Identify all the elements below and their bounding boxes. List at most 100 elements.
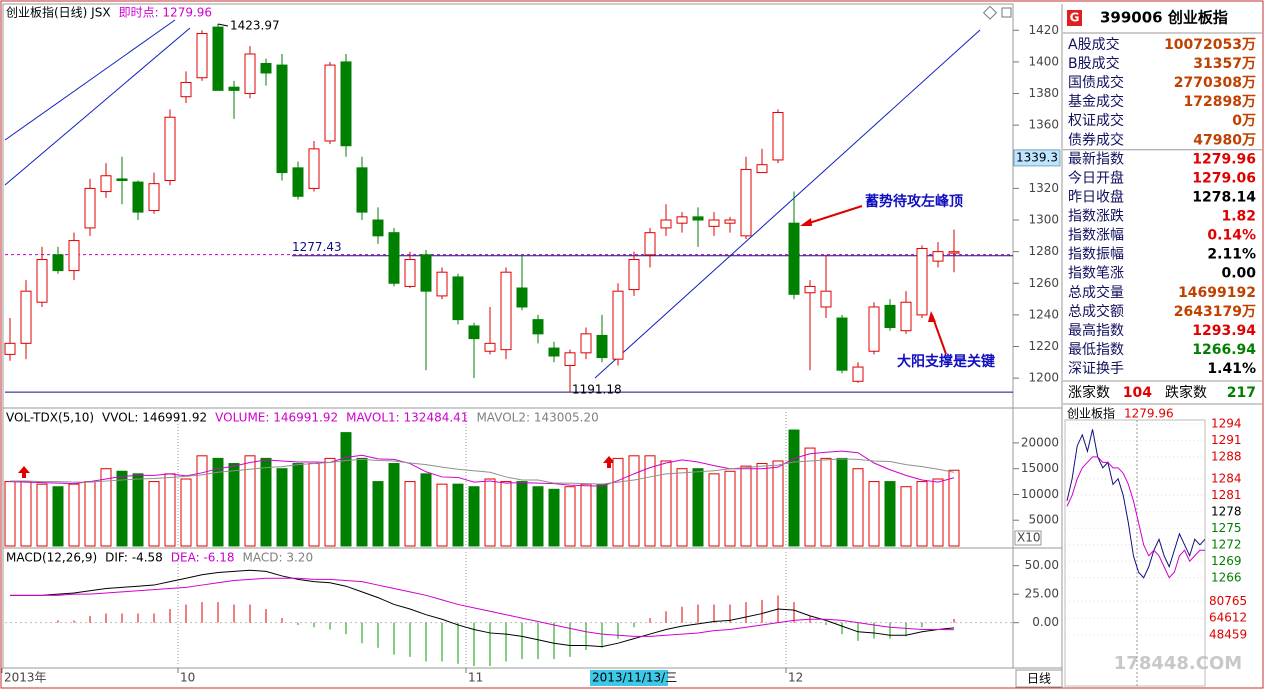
- quote-label: 总成交量: [1068, 284, 1124, 301]
- volume-bar: [52, 486, 64, 547]
- volume-bar: [660, 460, 672, 547]
- panel-header: DIF: -4.58: [105, 551, 163, 565]
- window-icon[interactable]: [1001, 7, 1012, 18]
- panel-title: VOL-TDX(5,10): [6, 411, 94, 425]
- volume-bar: [308, 463, 320, 547]
- quote-value: 31357万: [1193, 56, 1256, 72]
- candle-body: [452, 276, 464, 321]
- period-tab[interactable]: [1015, 669, 1063, 688]
- candle-body: [244, 53, 256, 95]
- candle-body: [900, 301, 912, 332]
- y-tick-label: 25.00: [1025, 587, 1059, 601]
- level-label: 1277.43: [292, 240, 342, 254]
- candle-body: [260, 62, 272, 74]
- badge-label: G: [1070, 11, 1080, 25]
- quote-value: 2770308万: [1174, 75, 1256, 91]
- panel-header: DEA: -6.18: [171, 551, 235, 565]
- volume-bar: [516, 481, 528, 547]
- volume-bar: [388, 463, 400, 547]
- volume-bar: [260, 457, 272, 547]
- volume-bar: [708, 473, 720, 547]
- candle-body: [788, 222, 800, 295]
- quote-value: 0.00: [1221, 266, 1256, 282]
- candle-body: [836, 317, 848, 371]
- volume-ma-line: [9, 450, 955, 487]
- trend-line: [594, 29, 981, 379]
- candle-body: [308, 148, 320, 189]
- mini-title: 创业板指: [1067, 406, 1115, 421]
- y-tick-label: 1300: [1028, 213, 1059, 227]
- x-tick-label: 10: [180, 671, 195, 685]
- quote-value: 47980万: [1193, 132, 1256, 148]
- mini-tick-label: 1278: [1211, 504, 1242, 518]
- volume-bar: [916, 481, 928, 547]
- volume-bar: [420, 473, 432, 547]
- quote-value: 1293.94: [1192, 323, 1256, 339]
- period-tab-label: 日线: [1027, 672, 1051, 686]
- candle-body: [100, 175, 112, 193]
- candle-body: [564, 352, 576, 366]
- volume-bar: [676, 468, 688, 547]
- window-icon[interactable]: [982, 5, 998, 20]
- quote-value: 0万: [1232, 113, 1256, 129]
- y-tick-label: 15000: [1021, 461, 1059, 475]
- quote-label: 总成交额: [1068, 303, 1124, 320]
- candle-body: [68, 240, 80, 272]
- candle-body: [500, 271, 512, 351]
- y-tick-label: 0.00: [1032, 615, 1059, 629]
- volume-bar: [372, 481, 384, 547]
- y-tick-label: 1220: [1028, 339, 1059, 353]
- volume-bar: [692, 468, 704, 547]
- volume-bar: [788, 429, 800, 547]
- candle-body: [228, 86, 240, 91]
- candle-body: [516, 287, 528, 308]
- y-tick-label: 1280: [1028, 244, 1059, 258]
- candle-body: [692, 216, 704, 221]
- candle-body: [404, 259, 416, 287]
- breadth: 涨家数: [1068, 384, 1110, 401]
- annotation-arrow: [802, 205, 863, 226]
- volume-bar: [468, 486, 480, 547]
- cursor-date-box: [590, 670, 668, 686]
- y-tick-label: 1420: [1028, 23, 1059, 37]
- mini-vol-tick-label: 48459: [1209, 628, 1247, 642]
- annotation: 大阳支撑是关键: [897, 353, 996, 370]
- y-tick-label: 1360: [1028, 118, 1059, 132]
- candle-body: [580, 333, 592, 354]
- candle-body: [916, 247, 928, 316]
- volume-bar: [740, 465, 752, 547]
- candle-body: [660, 219, 672, 229]
- y-tick-label: 10000: [1021, 487, 1059, 501]
- volume-bar: [132, 473, 144, 547]
- candle-body: [292, 167, 304, 197]
- volume-bar: [484, 478, 496, 547]
- candle-body: [116, 178, 128, 181]
- volume-bar: [36, 483, 48, 547]
- quote-label: 指数涨幅: [1068, 228, 1124, 244]
- mini-tick-label: 1284: [1211, 471, 1242, 485]
- signal-arrow: [603, 456, 615, 468]
- candle-body: [612, 290, 624, 360]
- candle-body: [132, 181, 144, 213]
- volume-bar: [292, 463, 304, 547]
- panel-header: MAVOL1: 132484.41: [346, 411, 468, 425]
- quote-label: 权证成交: [1068, 112, 1124, 129]
- quote-label: 最高指数: [1068, 322, 1124, 339]
- candle-body: [948, 251, 960, 254]
- mini-tick-label: 1275: [1211, 521, 1242, 535]
- mini-tick-label: 1281: [1211, 488, 1242, 502]
- quote-label: 今日开盘: [1068, 169, 1124, 186]
- volume-bar: [612, 457, 624, 547]
- arrow-head: [800, 218, 812, 226]
- volume-bar: [148, 481, 160, 547]
- volume-bar: [836, 457, 848, 547]
- volume-bar: [804, 447, 816, 547]
- panel-header: VVOL: 146991.92: [102, 411, 207, 425]
- trend-line: [4, 27, 191, 186]
- mini-vol-tick-label: 80765: [1209, 594, 1247, 608]
- mini-tick-label: 1288: [1211, 449, 1242, 463]
- candle-body: [340, 61, 352, 147]
- candle-body: [148, 183, 160, 212]
- quote-label: A股成交: [1068, 36, 1120, 53]
- badge: [1067, 10, 1082, 26]
